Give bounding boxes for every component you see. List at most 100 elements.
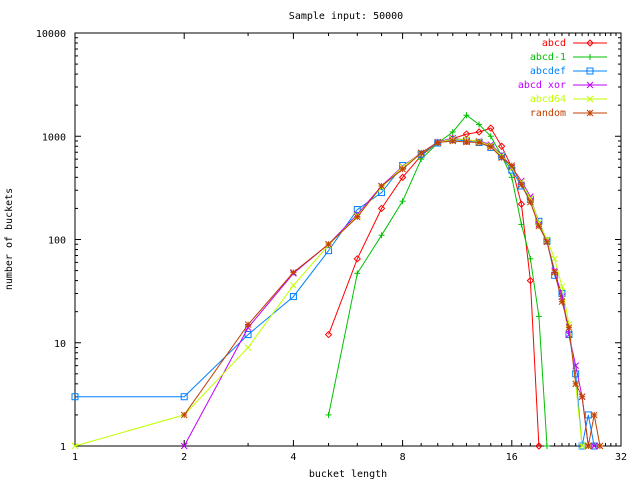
data-point <box>527 255 534 262</box>
data-point <box>71 393 79 401</box>
data-point <box>565 324 573 332</box>
series-random <box>180 137 604 450</box>
legend-entry-abcd: abcd <box>542 38 607 49</box>
data-point <box>572 380 580 388</box>
legend-label: random <box>530 108 566 119</box>
data-point <box>487 143 495 151</box>
data-point <box>508 162 516 169</box>
data-point <box>290 269 297 276</box>
data-point <box>434 139 442 146</box>
data-point <box>543 443 550 449</box>
data-point <box>558 298 566 306</box>
series-abcd <box>324 124 543 450</box>
data-point <box>517 200 526 208</box>
data-point <box>354 270 361 277</box>
data-point <box>244 324 252 332</box>
legend-marker <box>587 54 593 60</box>
legend: abcd abcd-1 abcdef abcd xor abcd64 random <box>518 38 607 119</box>
data-point <box>462 130 471 138</box>
legend-label: abcdef <box>530 66 566 77</box>
data-point <box>290 281 297 289</box>
data-point <box>558 283 566 290</box>
data-point <box>449 128 456 135</box>
x-tick-label: 32 <box>615 452 627 463</box>
data-point <box>463 138 470 146</box>
data-point <box>535 313 542 320</box>
x-tick-label: 4 <box>290 452 296 463</box>
data-point <box>572 370 580 378</box>
data-point <box>475 139 483 146</box>
data-point <box>378 189 386 197</box>
data-point <box>508 174 515 181</box>
data-point <box>535 222 543 230</box>
y-tick-label: 10000 <box>36 29 66 40</box>
data-point <box>289 293 297 301</box>
data-point <box>324 330 333 339</box>
data-point <box>526 276 535 285</box>
y-tick-label: 1 <box>60 442 66 453</box>
data-point <box>498 154 505 162</box>
data-point <box>551 255 558 263</box>
legend-entry-abcd-1: abcd-1 <box>530 52 607 63</box>
data-point <box>565 331 573 338</box>
data-point <box>590 411 598 419</box>
data-point <box>378 182 385 190</box>
data-point <box>463 112 470 119</box>
data-point <box>353 255 361 263</box>
legend-entry-random: random <box>530 108 607 119</box>
x-axis-label: bucket length <box>309 469 387 480</box>
data-point <box>565 321 573 328</box>
data-point <box>325 411 332 418</box>
data-point <box>527 198 534 206</box>
data-point <box>71 442 79 450</box>
data-point <box>449 137 457 145</box>
legend-label: abcd64 <box>530 94 566 105</box>
data-point <box>590 442 598 450</box>
data-point <box>325 247 333 255</box>
legend-marker <box>586 39 594 47</box>
x-tick-label: 1 <box>72 452 78 463</box>
data-point <box>399 198 406 205</box>
legend-entry-abcdef: abcdef <box>530 66 607 77</box>
data-point <box>180 411 188 419</box>
legend-label: abcd xor <box>518 80 566 91</box>
series-line-random <box>183 140 601 447</box>
data-point <box>325 240 332 248</box>
chart-title: Sample input: 50000 <box>289 11 403 22</box>
y-tick-label: 1000 <box>42 132 66 143</box>
data-point <box>543 238 551 246</box>
data-point <box>518 221 525 228</box>
legend-marker <box>586 109 594 117</box>
data-point <box>584 442 592 450</box>
data-point <box>244 331 252 339</box>
y-axis-label: number of buckets <box>4 188 15 290</box>
data-point <box>487 124 495 132</box>
data-point <box>353 213 361 221</box>
x-tick-label: 8 <box>400 452 406 463</box>
data-point <box>377 204 386 213</box>
data-point <box>551 269 558 276</box>
data-point <box>180 393 188 401</box>
data-point <box>476 121 483 128</box>
data-point <box>417 149 425 157</box>
series-line-abcd-xor <box>183 137 595 447</box>
legend-marker <box>586 81 594 89</box>
data-point <box>487 133 494 140</box>
data-point <box>497 142 506 150</box>
series-layer <box>71 112 604 450</box>
data-point <box>180 442 188 450</box>
series-line-abcd-1 <box>328 114 548 447</box>
data-point <box>578 393 586 401</box>
series-abcd-1 <box>325 112 550 449</box>
data-point <box>517 181 525 188</box>
y-tick-label: 100 <box>48 236 66 247</box>
data-point <box>244 344 252 351</box>
legend-entry-abcd64: abcd64 <box>530 94 607 105</box>
data-point <box>398 173 407 182</box>
legend-entry-abcd-xor: abcd xor <box>518 80 607 91</box>
legend-label: abcd-1 <box>530 52 566 63</box>
legend-label: abcd <box>542 38 566 49</box>
data-point <box>353 206 361 214</box>
data-point <box>596 442 604 450</box>
